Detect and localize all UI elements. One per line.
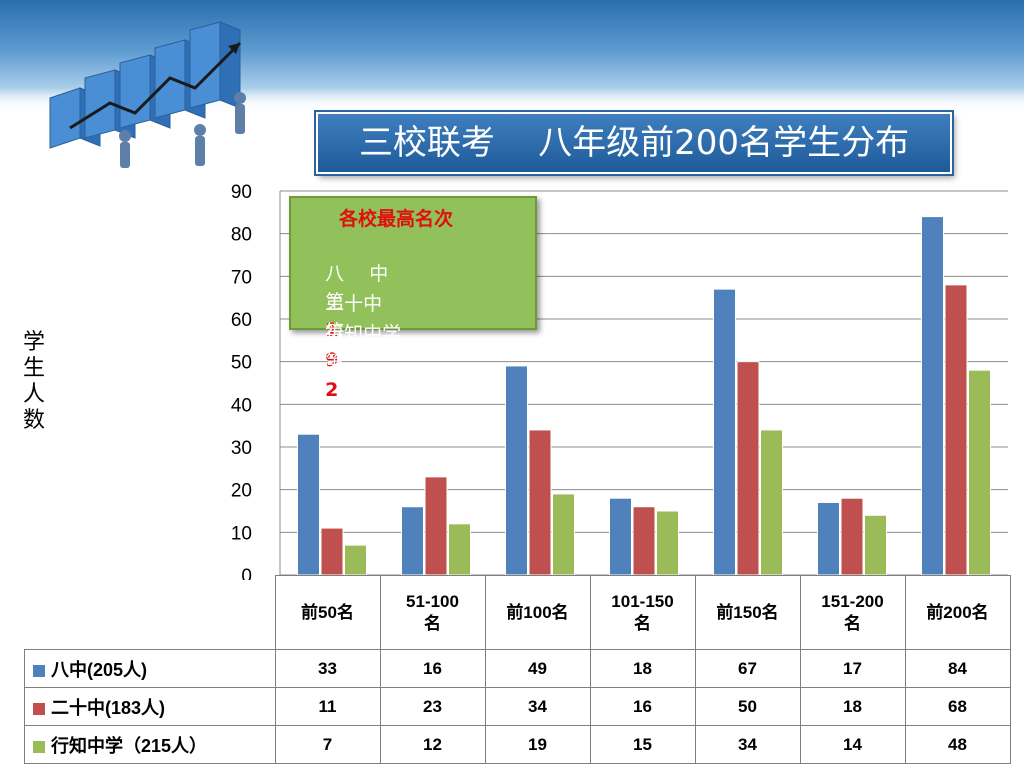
note-suffix: 名 (325, 407, 345, 429)
legend-label: 行知中学（215人） (24, 725, 276, 764)
note-word: 第 (325, 291, 345, 313)
table-value-cell: 48 (904, 725, 1011, 764)
y-tick-label: 0 (241, 566, 252, 580)
legend-swatch (33, 664, 45, 677)
table-header-row: 前50名 51-100 名 前100名 101-150 名 前150名 151-… (24, 575, 1011, 650)
data-table: 前50名 51-100 名 前100名 101-150 名 前150名 151-… (24, 575, 1011, 764)
table-value-cell: 34 (484, 687, 591, 726)
legend-name: 行知中学（215人） (51, 735, 208, 756)
legend-swatch (33, 740, 45, 753)
y-tick-label: 80 (231, 225, 252, 246)
note-rank: 2 (325, 379, 339, 401)
business-growth-logo (49, 21, 246, 168)
bar (736, 361, 760, 576)
bar (968, 369, 991, 576)
bar (944, 284, 968, 576)
legend-name: 二十中(183人) (51, 697, 166, 718)
table-value-cell: 18 (589, 649, 696, 688)
table-value-cell: 16 (589, 687, 696, 726)
bar (656, 510, 679, 576)
y-tick-label: 70 (231, 267, 252, 288)
table-value-cell: 17 (799, 649, 906, 688)
table-value-cell: 15 (589, 725, 696, 764)
table-row: 八中(205人) 33 16 49 18 67 17 84 (24, 649, 1011, 688)
table-row: 行知中学（215人） 7 12 19 15 34 14 48 (24, 725, 1011, 764)
table-value-cell: 49 (484, 649, 591, 688)
table-value-cell: 84 (904, 649, 1011, 688)
bar (552, 493, 575, 576)
legend-name: 八中(205人) (51, 659, 148, 680)
note-word: 第 (325, 321, 345, 343)
table-value-cell: 14 (799, 725, 906, 764)
bar (632, 506, 656, 576)
note-suffix: 名 (325, 347, 345, 369)
table-row: 二十中(183人) 11 23 34 16 50 18 68 (24, 687, 1011, 726)
y-tick-label: 50 (231, 353, 252, 374)
bar (921, 216, 944, 576)
table-header-cell: 51-100 名 (379, 575, 486, 650)
table-value-cell: 67 (694, 649, 801, 688)
highest-rank-note: 各校最高名次 八 中 第 1 名 二十中 第 9 名 行知中学 第 2 名 (289, 196, 537, 429)
table-header-cell: 101-150 名 (589, 575, 696, 650)
bar (401, 506, 424, 576)
table-value-cell: 11 (274, 687, 381, 726)
note-rank: 1 (325, 319, 339, 341)
note-row: 行知中学 第 2 名 (301, 292, 531, 429)
table-header-cell: 前200名 (904, 575, 1011, 650)
note-school: 行知中学 (325, 323, 402, 345)
note-suffix: 名 (325, 377, 345, 399)
y-axis-label: 学生人数 (22, 330, 45, 433)
table-header-cell: 前50名 (274, 575, 381, 650)
legend-label: 二十中(183人) (24, 687, 276, 726)
legend-label: 八中(205人) (24, 649, 276, 688)
note-row: 二十中 第 9 名 (301, 262, 531, 399)
table-header-cell: 151-200 名 (799, 575, 906, 650)
table-header-cell: 前150名 (694, 575, 801, 650)
bar (760, 429, 783, 576)
table-corner (24, 575, 276, 650)
y-tick-label: 40 (231, 395, 252, 416)
table-value-cell: 68 (904, 687, 1011, 726)
note-title: 各校最高名次 (338, 208, 453, 230)
bar (344, 544, 367, 576)
bar (609, 497, 632, 576)
table-value-cell: 50 (694, 687, 801, 726)
slide-title: 三校联考 八年级前200名学生分布 (316, 112, 952, 174)
note-rank: 9 (325, 349, 339, 371)
bar (448, 523, 471, 576)
bars (297, 216, 991, 576)
note-school: 八 中 (325, 263, 408, 285)
bar (713, 288, 736, 576)
note-word: 第 (325, 351, 345, 373)
y-tick-label: 10 (231, 523, 252, 544)
bar (840, 497, 864, 576)
table-value-cell: 34 (694, 725, 801, 764)
bar (817, 501, 840, 576)
table-value-cell: 18 (799, 687, 906, 726)
table-value-cell: 33 (274, 649, 381, 688)
table-value-cell: 16 (379, 649, 486, 688)
table-header-cell: 前100名 (484, 575, 591, 650)
bar (864, 514, 887, 576)
y-tick-label: 60 (231, 310, 252, 331)
y-tick-label: 30 (231, 438, 252, 459)
bar (424, 476, 448, 576)
bar (320, 527, 344, 576)
note-row: 八 中 第 1 名 (301, 232, 531, 369)
y-tick-labels: 0 10 20 30 40 50 60 70 80 90 (231, 182, 252, 580)
table-value-cell: 23 (379, 687, 486, 726)
bar (528, 429, 552, 576)
table-value-cell: 7 (274, 725, 381, 764)
table-value-cell: 19 (484, 725, 591, 764)
y-tick-label: 90 (231, 182, 252, 203)
bar (505, 365, 528, 576)
note-school: 二十中 (325, 293, 408, 315)
table-value-cell: 12 (379, 725, 486, 764)
y-tick-label: 20 (231, 481, 252, 502)
legend-swatch (33, 702, 45, 715)
